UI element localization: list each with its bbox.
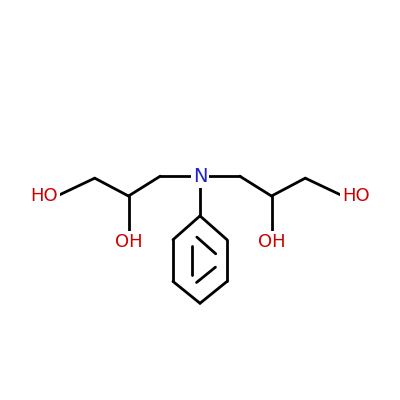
Text: HO: HO — [342, 187, 370, 205]
Text: OH: OH — [115, 233, 142, 251]
Text: N: N — [193, 167, 207, 186]
Text: HO: HO — [30, 187, 58, 205]
Text: OH: OH — [258, 233, 285, 251]
